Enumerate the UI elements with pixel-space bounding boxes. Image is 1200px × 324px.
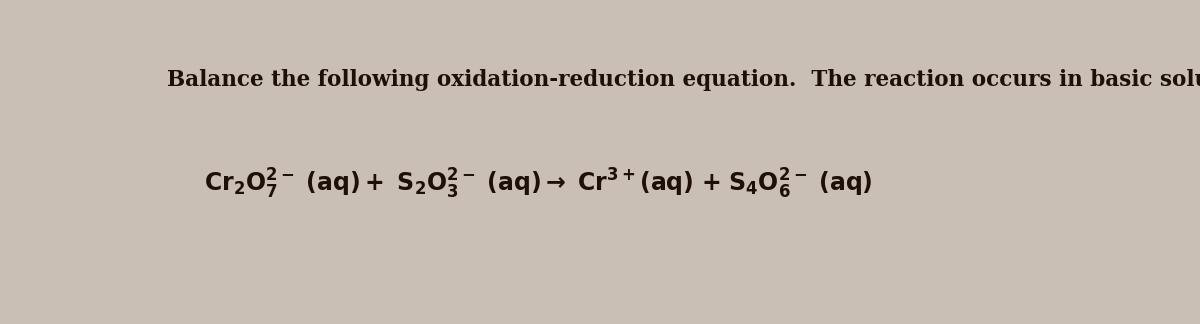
Text: Balance the following oxidation-reduction equation.  The reaction occurs in basi: Balance the following oxidation-reductio… [167, 69, 1200, 91]
Text: $\mathbf{Cr_2O_7^{2-}}$ $\mathbf{(aq)+}$ $\mathbf{S_2O_3^{2-}}$ $\mathbf{(aq) \r: $\mathbf{Cr_2O_7^{2-}}$ $\mathbf{(aq)+}$… [204, 167, 872, 201]
